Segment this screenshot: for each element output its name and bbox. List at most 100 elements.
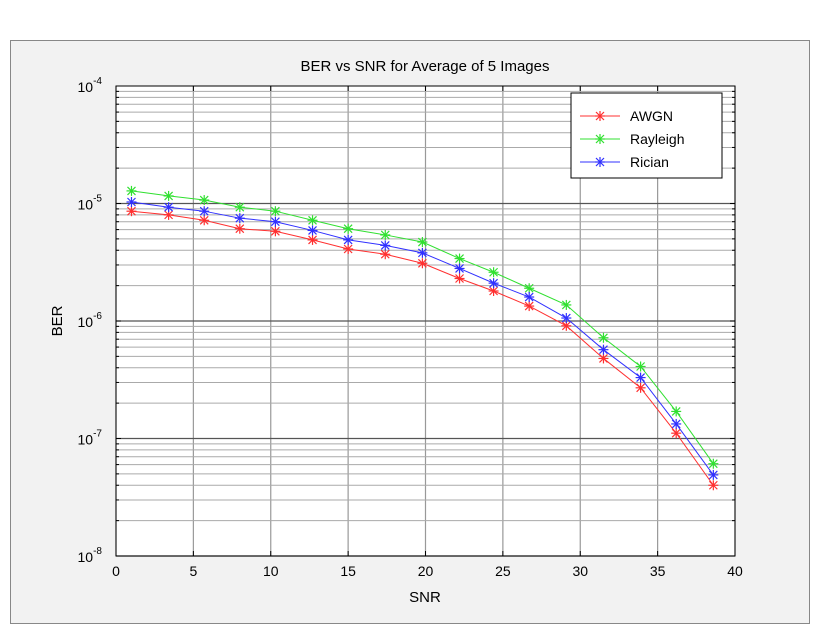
y-tick-base: 10 [78, 432, 94, 448]
marker-stroke [489, 286, 499, 296]
marker-stroke [343, 244, 353, 254]
data-point [199, 195, 210, 206]
x-tick-label: 40 [727, 563, 743, 579]
marker-stroke [308, 235, 317, 245]
marker-stroke [308, 215, 317, 225]
data-point [199, 206, 210, 217]
marker-stroke [599, 333, 608, 343]
y-tick-exponent: -5 [93, 194, 102, 205]
y-tick-exponent: -7 [93, 429, 102, 440]
x-tick-label: 5 [189, 563, 197, 579]
marker-stroke [455, 254, 464, 263]
marker-stroke [561, 313, 571, 323]
data-point [524, 283, 535, 294]
marker-stroke [270, 226, 280, 236]
marker-stroke [708, 480, 718, 490]
y-tick-label: 10-8 [78, 546, 103, 565]
marker-stroke [417, 237, 427, 247]
marker-stroke [455, 274, 464, 283]
marker-stroke [380, 249, 390, 259]
series-group [126, 185, 719, 491]
marker-stroke [489, 267, 499, 277]
legend-marker [595, 111, 605, 121]
marker-stroke [164, 191, 174, 201]
data-point [454, 273, 465, 284]
y-tick-exponent: -8 [93, 546, 102, 557]
data-point [343, 234, 354, 245]
y-axis-label: BER [49, 305, 66, 336]
data-point [488, 267, 499, 278]
y-tick-base: 10 [78, 314, 94, 330]
data-point [199, 215, 210, 226]
y-tick-exponent: -6 [93, 311, 102, 322]
data-point [417, 247, 428, 258]
y-tick-label: 10-7 [78, 429, 103, 448]
data-point [708, 458, 719, 469]
marker-stroke [380, 230, 390, 240]
legend-entry: Rayleigh [580, 131, 684, 147]
marker-stroke [127, 206, 136, 216]
data-point [635, 382, 646, 393]
data-point [234, 213, 245, 224]
data-point [380, 249, 391, 260]
series-rician [126, 196, 719, 480]
data-point [163, 190, 174, 201]
chart-title: BER vs SNR for Average of 5 Images [300, 58, 549, 75]
marker-stroke [164, 210, 174, 220]
data-point [561, 299, 572, 310]
data-point [671, 418, 682, 429]
series-rayleigh [126, 185, 719, 469]
y-tick-base: 10 [78, 549, 94, 565]
legend-marker [595, 134, 605, 144]
data-point [380, 240, 391, 251]
data-point [454, 263, 465, 274]
data-point [307, 215, 318, 226]
data-point [234, 202, 245, 213]
data-point [671, 428, 682, 439]
y-tick-label: 10-4 [78, 76, 103, 95]
data-point [524, 292, 535, 303]
legend-entry: Rician [580, 154, 669, 170]
data-point [598, 332, 609, 343]
data-point [598, 344, 609, 355]
marker-stroke [270, 206, 280, 216]
marker-stroke [270, 217, 280, 227]
series-awgn [126, 206, 719, 491]
legend-label: Rician [630, 154, 669, 170]
marker-stroke [636, 362, 646, 371]
x-tick-label: 15 [340, 563, 356, 579]
marker-stroke [417, 248, 427, 258]
data-point [307, 225, 318, 236]
marker-stroke [671, 419, 681, 429]
marker-stroke [595, 111, 605, 121]
data-point [163, 202, 174, 213]
data-point [561, 313, 572, 324]
x-tick-label: 30 [572, 563, 588, 579]
data-point [163, 209, 174, 220]
marker-stroke [671, 428, 681, 438]
y-tick-label: 10-6 [78, 311, 103, 330]
y-tick-exponent: -4 [93, 76, 102, 87]
marker-stroke [599, 345, 608, 355]
data-point [343, 223, 354, 234]
marker-stroke [595, 157, 605, 167]
marker-stroke [199, 195, 209, 205]
data-point [307, 234, 318, 245]
legend-marker [595, 157, 605, 167]
marker-stroke [343, 224, 353, 234]
marker-stroke [235, 202, 245, 212]
x-axis-label: SNR [409, 589, 441, 606]
marker-stroke [595, 134, 605, 144]
marker-stroke [708, 470, 718, 480]
data-point [126, 206, 137, 217]
marker-stroke [199, 215, 209, 225]
marker-stroke [380, 240, 390, 250]
marker-stroke [417, 258, 427, 268]
marker-stroke [524, 283, 534, 293]
x-tick-label: 10 [263, 563, 279, 579]
data-point [270, 216, 281, 227]
data-point [270, 226, 281, 237]
marker-stroke [561, 321, 571, 331]
